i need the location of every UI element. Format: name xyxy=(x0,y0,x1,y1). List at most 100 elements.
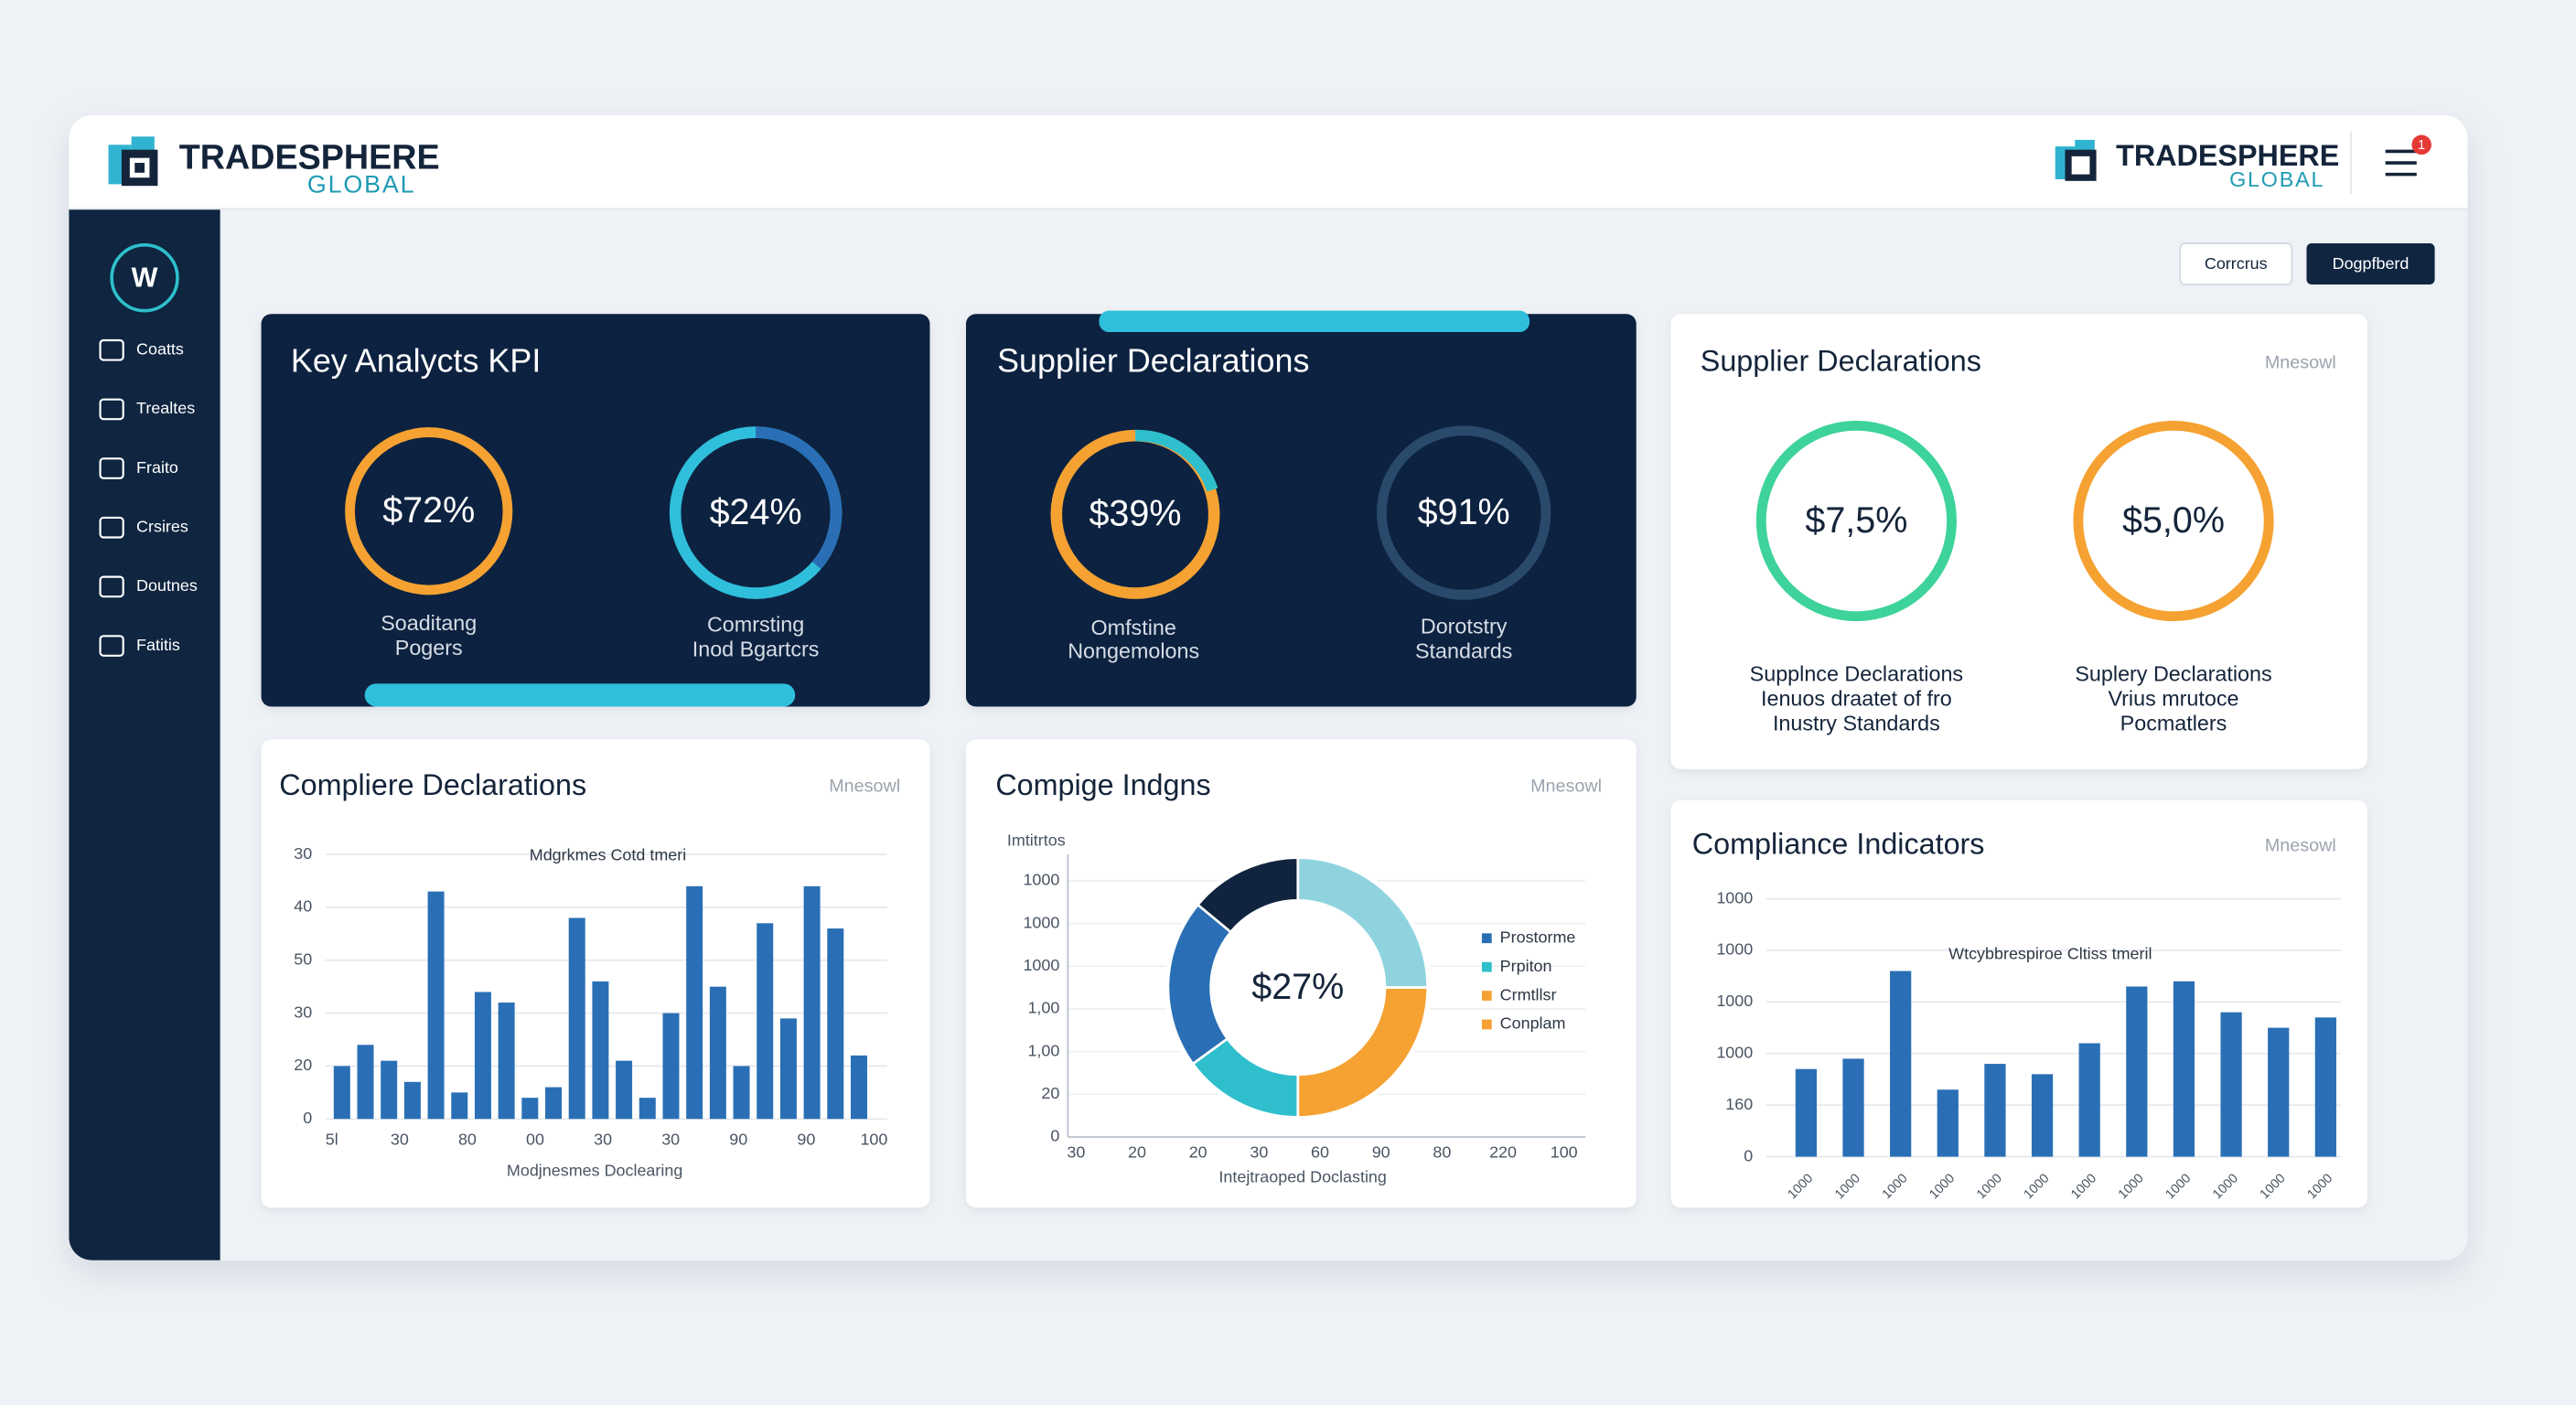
nav-label[interactable]: Crsires xyxy=(136,517,188,535)
x-tick-label: 00 xyxy=(526,1130,544,1148)
nav-icon xyxy=(99,398,124,421)
button-label: Dogpfberd xyxy=(2333,254,2410,273)
bar xyxy=(381,1060,398,1120)
bar xyxy=(357,1045,374,1120)
bar xyxy=(709,986,726,1120)
gauge-caption: Pocmatlers xyxy=(2120,711,2227,735)
bar xyxy=(545,1087,563,1120)
brand-sub: GLOBAL xyxy=(2229,167,2324,191)
y-tick-label: 30 xyxy=(294,1003,312,1021)
x-tick-label: 30 xyxy=(661,1130,680,1148)
avatar-initial: W xyxy=(132,263,158,294)
gauge-caption: Soaditang xyxy=(381,611,477,635)
bar xyxy=(474,992,491,1120)
legend-label: Prpiton xyxy=(1500,957,1552,975)
bar xyxy=(827,928,844,1120)
bar xyxy=(1795,1068,1818,1157)
x-tick-label: 20 xyxy=(1128,1143,1146,1162)
bar xyxy=(2314,1017,2336,1157)
y-tick-label: 1000 xyxy=(1023,956,1059,974)
nav-icon xyxy=(99,635,124,657)
nav-label[interactable]: Coatts xyxy=(136,340,184,359)
x-tick-label: 100 xyxy=(860,1130,887,1148)
gauge-ring xyxy=(1755,421,1957,622)
bar xyxy=(757,923,774,1120)
gauge-caption: Omfstine xyxy=(1091,616,1176,639)
logo-right xyxy=(2055,139,2097,181)
logo xyxy=(108,136,158,187)
bar xyxy=(851,1055,867,1120)
card-action[interactable]: Mnesowl xyxy=(2265,352,2336,372)
card-title: Supplier Declarations xyxy=(1701,345,1981,378)
legend-swatch xyxy=(1481,961,1492,972)
x-tick-label: 60 xyxy=(1311,1143,1329,1162)
y-tick-label: 160 xyxy=(1725,1095,1753,1113)
bar xyxy=(451,1092,468,1120)
card xyxy=(1670,799,2367,1208)
legend-swatch xyxy=(1481,991,1492,1001)
nav-label[interactable]: Fraito xyxy=(136,458,178,477)
y-tick-label: 20 xyxy=(1041,1084,1059,1102)
bar xyxy=(616,1060,633,1120)
y-tick-label: 50 xyxy=(294,950,312,969)
card-title: Compige Indgns xyxy=(995,768,1210,801)
bar xyxy=(2078,1043,2100,1157)
gauge-caption: Suplery Declarations xyxy=(2075,662,2271,686)
chart-title: Mdgrkmes Cotd tmeri xyxy=(530,846,686,864)
card-action[interactable]: Mnesowl xyxy=(1530,777,1602,797)
gauge-value: $91% xyxy=(1418,492,1510,532)
x-tick-label: 90 xyxy=(1372,1143,1390,1162)
brand-sub: GLOBAL xyxy=(307,170,416,198)
y-tick-label: 1000 xyxy=(1023,871,1059,889)
y-tick-label: 0 xyxy=(303,1109,312,1127)
button[interactable] xyxy=(2306,243,2435,284)
nav-label[interactable]: Doutnes xyxy=(136,576,198,595)
gauge-value: $24% xyxy=(710,492,802,532)
bar xyxy=(1842,1058,1864,1157)
brand: TRADESPHERE xyxy=(2116,139,2339,172)
bar xyxy=(639,1098,656,1120)
card-title: Key Analycts KPI xyxy=(291,342,541,380)
menu-button[interactable] xyxy=(2385,149,2417,177)
y-tick-label: 1000 xyxy=(1716,888,1753,906)
gauge-caption: Inustry Standards xyxy=(1773,711,1940,735)
card xyxy=(966,314,1637,707)
gauge-arc xyxy=(1134,429,1218,492)
y-tick-label: 1,00 xyxy=(1027,999,1059,1017)
legend-label: Prostorme xyxy=(1500,928,1576,946)
nav-label[interactable]: Fatitis xyxy=(136,636,180,654)
gauge-ring xyxy=(345,427,513,595)
bar xyxy=(733,1066,750,1120)
x-axis-label: Intejtraoped Doclasting xyxy=(1218,1168,1386,1186)
nav-label[interactable]: Trealtes xyxy=(136,399,195,417)
bar xyxy=(2220,1012,2242,1157)
bar xyxy=(686,885,703,1120)
nav-icon xyxy=(99,575,124,598)
avatar[interactable] xyxy=(110,243,179,313)
x-tick-label: 5l xyxy=(326,1130,338,1148)
bar xyxy=(803,885,821,1120)
x-tick-label: 220 xyxy=(1489,1143,1517,1162)
button[interactable] xyxy=(2179,242,2293,285)
nav-icon xyxy=(99,457,124,479)
gauge-caption: Inod Bgartcrs xyxy=(692,638,820,661)
bar xyxy=(1890,971,1912,1157)
gauge-caption: Standards xyxy=(1415,638,1512,662)
y-tick-label: 1,00 xyxy=(1027,1041,1059,1059)
legend-swatch xyxy=(1481,1019,1492,1030)
bar xyxy=(1937,1089,1959,1157)
gauge-caption: Vrius mrutoce xyxy=(2108,686,2238,710)
card-action[interactable]: Mnesowl xyxy=(829,777,900,797)
x-tick-label: 20 xyxy=(1189,1143,1208,1162)
bar xyxy=(498,1003,515,1120)
chart-title: Wtcybbrespiroe Cltiss tmeril xyxy=(1948,944,2152,962)
gauge-caption: Comrsting xyxy=(707,613,804,637)
brand: TRADESPHERE xyxy=(179,137,440,176)
gauge-caption: Supplnce Declarations xyxy=(1750,662,1963,686)
bar xyxy=(2268,1027,2290,1157)
nav: Coatts Trealtes Fraito Crsires Doutnes Fatiti… xyxy=(99,338,198,657)
gauge-value: $7,5% xyxy=(1805,500,1907,541)
card-action[interactable]: Mnesowl xyxy=(2265,835,2336,855)
